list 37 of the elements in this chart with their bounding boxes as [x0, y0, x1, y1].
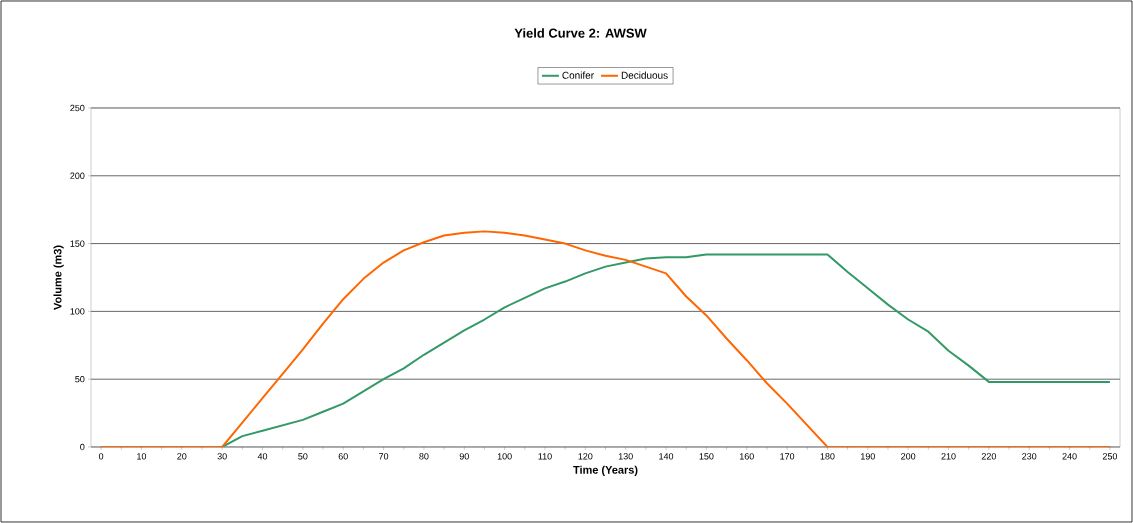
y-tick-label: 250 — [70, 104, 85, 112]
x-tick-label: 60 — [338, 453, 348, 460]
y-tick-label: 150 — [70, 240, 85, 247]
x-tick-label: 180 — [820, 453, 835, 460]
x-tick-label: 160 — [739, 453, 754, 460]
legend-label: Conifer — [562, 71, 594, 79]
x-tick-label: 190 — [861, 453, 875, 460]
x-tick-label: 230 — [1022, 453, 1037, 460]
x-tick-label: 0 — [98, 453, 104, 460]
x-tick-label: 120 — [578, 453, 593, 460]
y-tick-label: 100 — [70, 308, 85, 315]
x-tick-label: 150 — [699, 453, 714, 460]
x-tick-label: 110 — [538, 453, 552, 460]
y-tick-label: 200 — [70, 172, 85, 179]
x-tick-label: 30 — [217, 453, 227, 460]
x-axis-title: Time (Years) — [573, 465, 638, 476]
x-tick-label: 100 — [497, 453, 512, 460]
chart-title: Yield Curve 2: AWSW — [514, 28, 647, 38]
x-tick-label: 130 — [618, 453, 633, 460]
y-axis-title: Volume (m3) — [53, 245, 64, 310]
x-tick-label: 20 — [177, 453, 187, 460]
x-tick-label: 200 — [901, 453, 916, 460]
x-tick-label: 220 — [981, 453, 996, 460]
x-tick-label: 90 — [459, 453, 469, 460]
x-tick-label: 140 — [659, 453, 674, 460]
y-tick-label: 0 — [80, 443, 85, 451]
x-tick-label: 210 — [941, 453, 956, 460]
legend-label: Deciduous — [621, 71, 668, 79]
x-tick-label: 240 — [1062, 453, 1077, 460]
x-tick-label: 50 — [298, 453, 308, 460]
x-tick-label: 70 — [379, 453, 389, 460]
x-tick-label: 80 — [419, 453, 429, 460]
x-tick-label: 250 — [1102, 453, 1118, 460]
x-tick-label: 10 — [137, 453, 147, 460]
y-tick-label: 50 — [75, 376, 85, 383]
x-tick-label: 40 — [257, 453, 268, 460]
x-tick-label: 170 — [780, 453, 795, 460]
